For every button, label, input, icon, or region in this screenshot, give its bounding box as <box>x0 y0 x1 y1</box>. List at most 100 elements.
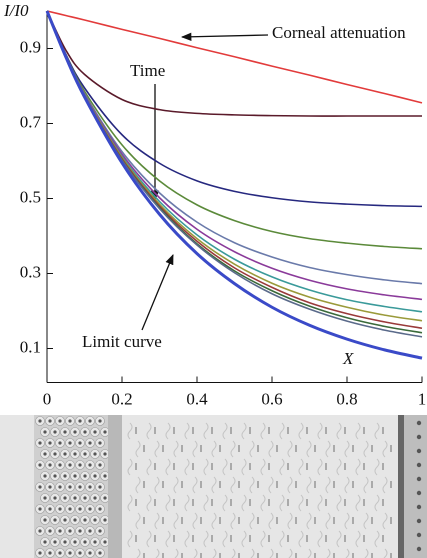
nucleus <box>48 507 52 511</box>
nucleus <box>38 485 42 489</box>
nucleus <box>58 441 62 445</box>
line-series <box>46 10 423 338</box>
keratocyte <box>257 445 259 452</box>
nucleus <box>58 463 62 467</box>
fiber <box>382 440 388 458</box>
y-tick-label: 0.5 <box>20 187 41 206</box>
keratocyte <box>192 499 194 506</box>
nucleus <box>48 485 52 489</box>
nucleus <box>98 507 102 511</box>
keratocyte <box>181 481 183 488</box>
nucleus <box>98 551 102 555</box>
fiber <box>127 458 133 476</box>
fiber <box>211 440 217 458</box>
fiber <box>135 512 141 530</box>
keratocyte <box>211 499 213 506</box>
nucleus <box>58 485 62 489</box>
nucleus <box>63 430 67 434</box>
nucleus <box>83 496 87 500</box>
keratocyte <box>295 445 297 452</box>
nucleus <box>93 430 97 434</box>
keratocyte <box>382 499 384 506</box>
fiber <box>165 494 171 512</box>
fiber <box>211 512 217 530</box>
fiber <box>212 548 217 558</box>
fiber <box>363 476 369 494</box>
nucleus <box>98 441 102 445</box>
fiber <box>279 530 285 548</box>
nucleus <box>68 463 72 467</box>
keratocyte <box>181 553 183 558</box>
nucleus <box>43 452 47 456</box>
fiber <box>260 458 266 476</box>
x-tick-label: 0.6 <box>261 389 282 408</box>
fiber <box>174 548 179 558</box>
nucleus <box>98 485 102 489</box>
fiber <box>268 512 274 530</box>
chart: I/I0 X Time 0.1 0.3 0.5 0.7 0.9 0 0.2 0.4 0.6 0.8… <box>3 1 426 409</box>
keratocyte <box>352 445 354 452</box>
keratocyte <box>249 499 251 506</box>
keratocyte <box>268 535 270 542</box>
fiber <box>192 476 198 494</box>
endothelium <box>404 415 427 558</box>
keratocyte <box>143 445 145 452</box>
fiber <box>192 512 198 530</box>
fiber <box>260 530 266 548</box>
nucleus <box>63 518 67 522</box>
keratocyte <box>352 481 354 488</box>
fiber <box>336 458 342 476</box>
keratocyte <box>238 553 240 558</box>
fiber <box>184 530 190 548</box>
nucleus <box>78 419 82 423</box>
nucleus <box>53 452 57 456</box>
nucleus <box>103 452 107 456</box>
fiber <box>184 422 190 440</box>
fiber <box>363 440 369 458</box>
y-tick-label: 0.3 <box>20 262 41 281</box>
keratocyte <box>333 553 335 558</box>
keratocyte <box>230 499 232 506</box>
nucleus <box>48 441 52 445</box>
nucleus <box>38 441 42 445</box>
fiber <box>298 422 304 440</box>
keratocyte <box>287 427 289 434</box>
keratocyte <box>192 427 194 434</box>
keratocyte <box>371 481 373 488</box>
fiber <box>127 422 133 440</box>
endo-nucleus <box>416 476 422 482</box>
keratocyte <box>276 553 278 558</box>
nucleus <box>38 507 42 511</box>
keratocyte <box>371 553 373 558</box>
nucleus <box>38 529 42 533</box>
nucleus <box>43 496 47 500</box>
fiber <box>260 494 266 512</box>
fiber <box>374 530 380 548</box>
keratocyte <box>371 517 373 524</box>
fiber <box>203 422 209 440</box>
keratocyte <box>249 463 251 470</box>
y-axis-label: I/I0 <box>3 1 29 20</box>
keratocyte <box>363 463 365 470</box>
nucleus <box>88 419 92 423</box>
fiber <box>203 494 209 512</box>
fiber <box>184 494 190 512</box>
keratocyte <box>382 463 384 470</box>
fiber <box>298 530 304 548</box>
fiber <box>317 494 323 512</box>
nucleus <box>93 540 97 544</box>
keratocyte <box>314 445 316 452</box>
fiber <box>173 512 179 530</box>
keratocyte <box>352 517 354 524</box>
fiber <box>135 440 141 458</box>
keratocyte <box>181 517 183 524</box>
line-series <box>46 10 423 301</box>
keratocyte <box>135 535 137 542</box>
nucleus <box>93 474 97 478</box>
keratocyte <box>230 535 232 542</box>
keratocyte <box>230 427 232 434</box>
keratocyte <box>344 499 346 506</box>
fiber <box>307 548 312 558</box>
fiber <box>222 458 228 476</box>
y-tick-label: 0.7 <box>20 112 42 131</box>
